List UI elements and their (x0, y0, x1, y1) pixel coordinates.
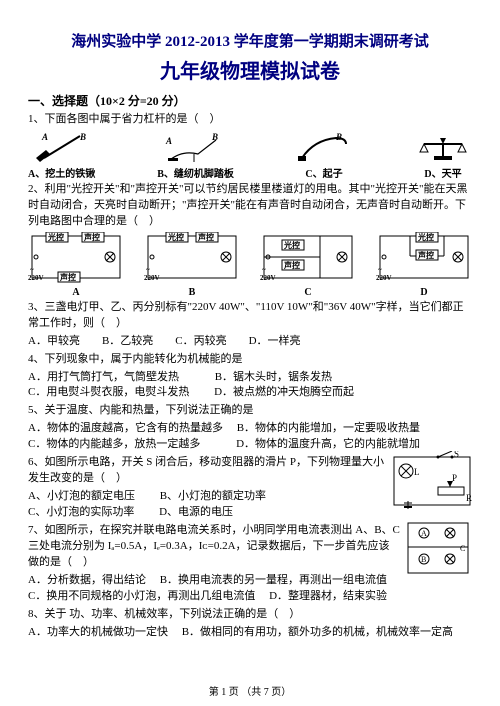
q7-circuit-icon: A B C (404, 519, 474, 579)
q8-stem: 8、关于 功、功率、机械效率，下列说法正确的是（ ） (28, 607, 472, 623)
q5-stem: 5、关于温度、内能和热量，下列说法正确的是 (28, 403, 472, 419)
q2-fig-b: 光控 声控 ~ 220V B (144, 232, 240, 298)
q2-cap-b: B (144, 287, 240, 298)
q6-wrap: 6、如图所示电路，开关 S 闭合后，移动变阻器的滑片 P，下列物理量大小发生改变… (28, 455, 472, 521)
q4-opts: A．用打气筒打气，气筒壁发热 B．锯木头时，锯条发热 C．用电熨斗熨衣服，电熨斗… (28, 370, 472, 402)
balance-icon (414, 130, 472, 164)
section-1-heading: 一、选择题（10×2 分=20 分） (28, 92, 472, 109)
q6-circuit-icon: L S P R (390, 451, 474, 511)
q8-opts: A．功率大的机械做功一定快 B．做相同的有用功，额外功多的机械，机械效率一定高 (28, 625, 472, 641)
svg-text:220V: 220V (28, 274, 44, 282)
svg-text:~: ~ (262, 266, 266, 274)
q1-stem: 1、下面各图中属于省力杠杆的是（ ） (28, 112, 472, 128)
q2-figures: 光控 声控 声控 ~ 220V A 光控 声控 (28, 232, 472, 298)
opener-icon: B (296, 130, 352, 164)
circuit-b-icon: 光控 声控 ~ 220V (144, 232, 240, 286)
svg-text:~: ~ (146, 266, 150, 274)
q7-b: B．换用电流表的另一量程，再测出一组电流值 (160, 574, 387, 586)
page-footer: 第 1 页 （共 7 页） (0, 683, 500, 698)
q5-c: C．物体的内能越多，放热一定越多 (28, 438, 200, 450)
svg-text:声控: 声控 (197, 232, 214, 242)
svg-text:A: A (165, 136, 172, 146)
svg-text:声控: 声控 (83, 232, 100, 242)
q1-label-d: D、天平 (424, 169, 461, 180)
q1-label-a: A、挖土的铁锹 (28, 169, 95, 180)
q2-cap-a: A (28, 287, 124, 298)
svg-text:B: B (421, 555, 426, 564)
q1-fig-a: A B A、挖土的铁锹 (28, 130, 95, 180)
svg-text:C: C (460, 544, 465, 553)
q7-a: A．分析数据，得出结论 (28, 574, 146, 586)
svg-text:220V: 220V (260, 274, 276, 282)
svg-text:A: A (41, 132, 48, 142)
q2-cap-c: C (260, 287, 356, 298)
q2-cap-d: D (376, 287, 472, 298)
q2-stem: 2、利用"光控开关"和"声控开关"可以节约居民楼里楼道灯的用电。其中"光控开关"… (28, 182, 472, 230)
q7-d: D．整理器材，结束实验 (269, 590, 387, 602)
exam-title: 九年级物理模拟试卷 (28, 55, 472, 84)
q2-fig-d: 光控 声控 ~ 220V D (376, 232, 472, 298)
q1-fig-c: B C、起子 (296, 130, 352, 180)
q6-a: A、小灯泡的额定电压 (28, 490, 135, 502)
svg-text:~: ~ (378, 266, 382, 274)
svg-text:~: ~ (30, 266, 34, 274)
q6-c: C、小灯泡的实际功率 (28, 506, 134, 518)
svg-text:220V: 220V (144, 274, 160, 282)
svg-text:声控: 声控 (59, 272, 76, 282)
q4-a: A．用打气筒打气，气筒壁发热 (28, 371, 179, 383)
svg-text:光控: 光控 (417, 232, 434, 242)
svg-text:P: P (452, 473, 457, 483)
q1-fig-d: D、天平 (414, 130, 472, 180)
exam-page: 海州实验中学 2012-2013 学年度第一学期期末调研考试 九年级物理模拟试卷… (0, 0, 500, 706)
q1-fig-b: B A B、缝纫机脚踏板 (157, 130, 234, 180)
q5-d: D．物体的温度升高，它的内能就增加 (236, 438, 420, 450)
q5-opts: A．物体的温度越高，它含有的热量越多 B．物体的内能增加，一定要吸收热量 C．物… (28, 421, 472, 453)
svg-text:R: R (466, 493, 472, 503)
svg-text:声控: 声控 (417, 250, 434, 260)
svg-text:B: B (335, 132, 342, 142)
q5-a: A．物体的温度越高，它含有的热量越多 (28, 422, 223, 434)
q4-b: B．锯木头时，锯条发热 (215, 371, 332, 383)
q7-wrap: 7、如图所示，在探究并联电路电流关系时，小明同学用电流表测出 A、B、C 三处电… (28, 523, 472, 605)
q1-label-b: B、缝纫机脚踏板 (157, 169, 234, 180)
q6-b: B、小灯泡的额定功率 (160, 490, 266, 502)
q1-label-c: C、起子 (305, 169, 342, 180)
pedal-icon: B A (164, 130, 228, 164)
q6-d: D、电源的电压 (159, 506, 233, 518)
svg-text:光控: 光控 (47, 232, 64, 242)
svg-text:光控: 光控 (167, 232, 184, 242)
q4-d: D．被点燃的冲天炮腾空而起 (214, 386, 354, 398)
svg-text:声控: 声控 (283, 260, 300, 270)
q3-stem: 3、三盏电灯甲、乙、丙分别标有"220V 40W"、"110V 10W"和"36… (28, 300, 472, 332)
shovel-icon: A B (32, 130, 92, 164)
q2-fig-c: 光控 声控 ~ 220V C (260, 232, 356, 298)
circuit-c-icon: 光控 声控 ~ 220V (260, 232, 356, 286)
svg-text:S: S (454, 451, 459, 459)
q8-b: B．做相同的有用功，额外功多的机械，机械效率一定高 (182, 626, 453, 638)
q8-a: A．功率大的机械做功一定快 (28, 626, 168, 638)
circuit-d-icon: 光控 声控 ~ 220V (376, 232, 472, 286)
q3-opts: A．甲较亮 B．乙较亮 C．丙较亮 D．一样亮 (28, 334, 472, 350)
svg-text:光控: 光控 (283, 240, 300, 250)
svg-text:L: L (414, 467, 420, 477)
q1-figures: A B A、挖土的铁锹 B A B、缝纫机脚踏板 B C、起子 (28, 130, 472, 180)
svg-text:B: B (79, 132, 86, 142)
q4-c: C．用电熨斗熨衣服，电熨斗发热 (28, 386, 189, 398)
q5-b: B．物体的内能增加，一定要吸收热量 (237, 422, 420, 434)
svg-text:220V: 220V (376, 274, 392, 282)
school-year-title: 海州实验中学 2012-2013 学年度第一学期期末调研考试 (28, 30, 472, 51)
circuit-a-icon: 光控 声控 声控 ~ 220V (28, 232, 124, 286)
svg-text:A: A (421, 529, 427, 538)
q2-fig-a: 光控 声控 声控 ~ 220V A (28, 232, 124, 298)
q4-stem: 4、下列现象中，属于内能转化为机械能的是 (28, 352, 472, 368)
q7-c: C．换用不同规格的小灯泡，再测出几组电流值 (28, 590, 255, 602)
